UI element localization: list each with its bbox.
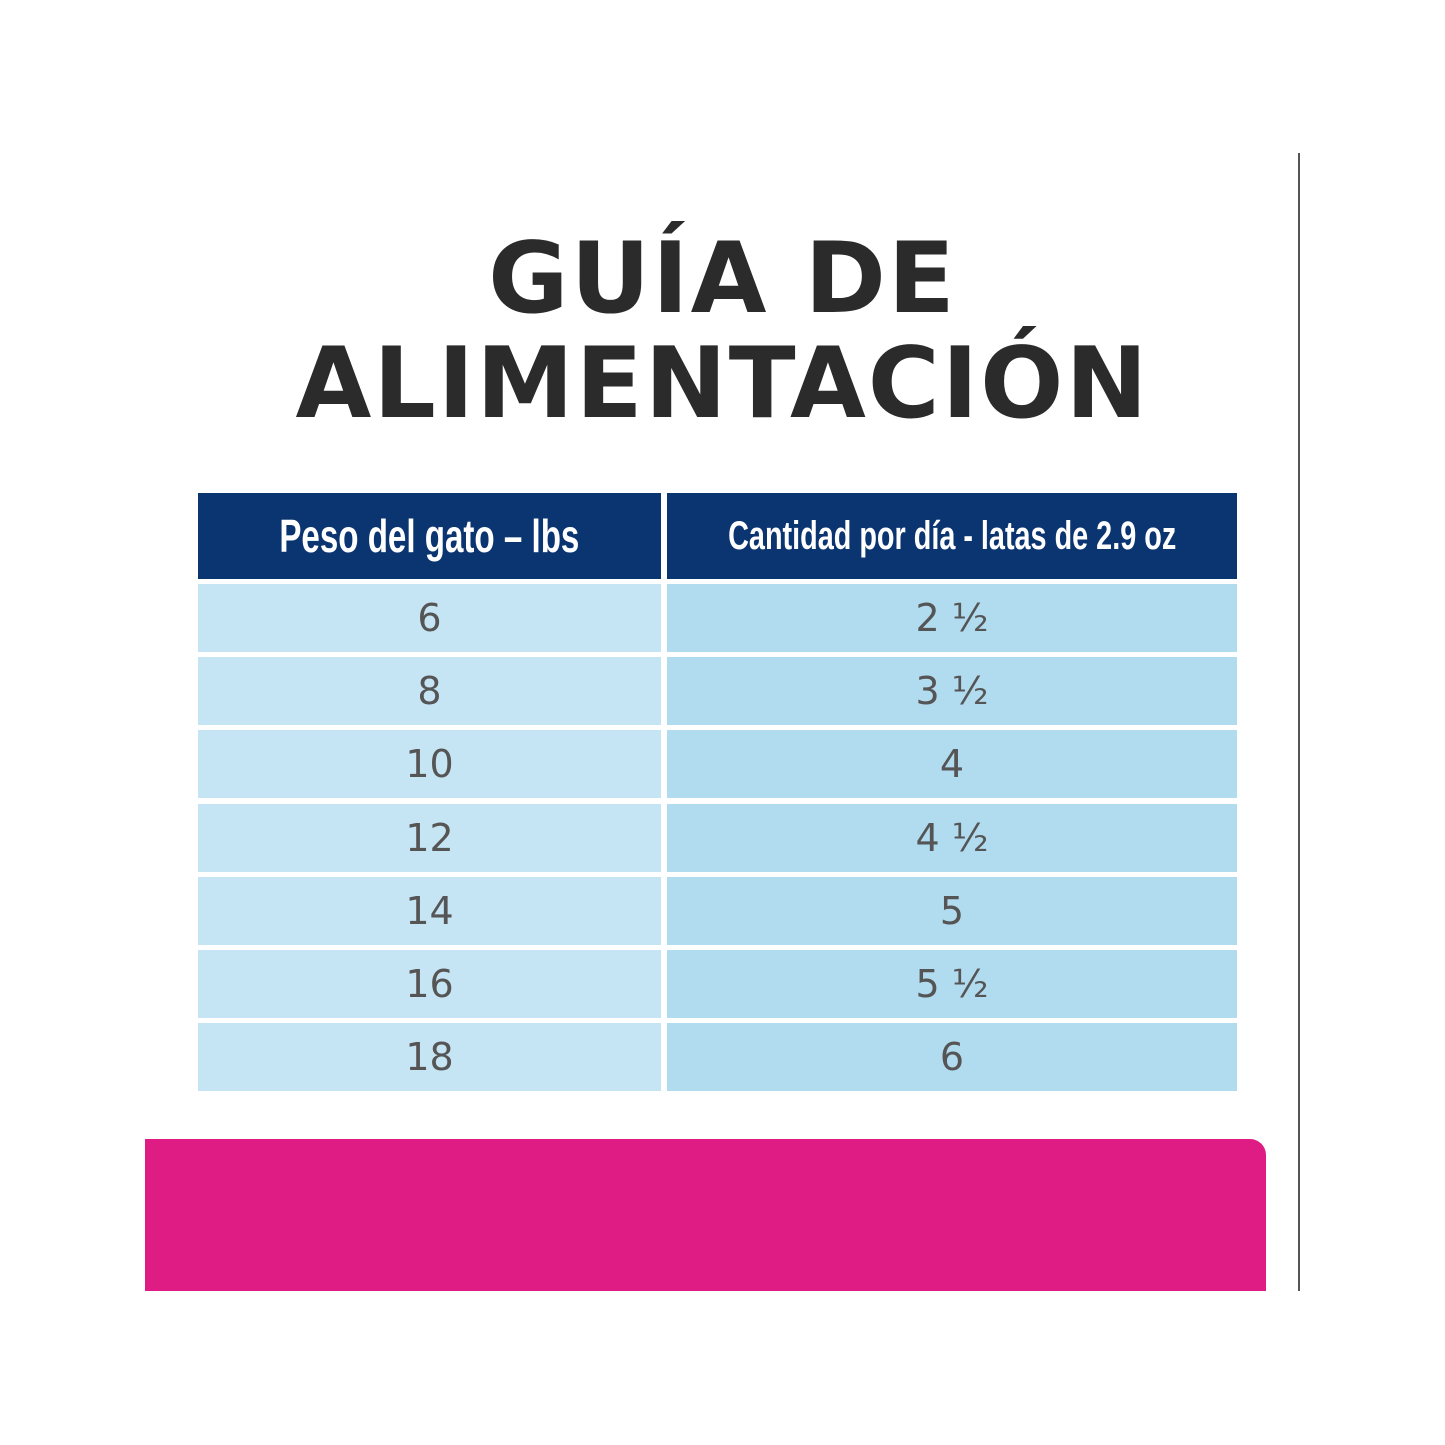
table-cell: 18: [198, 1023, 661, 1092]
header-cell: Peso del gato – lbs: [198, 493, 661, 579]
table-cell: 4: [667, 730, 1237, 799]
pink-panel: [145, 1139, 1266, 1291]
header-cell: Cantidad por día - latas de 2.9 oz: [667, 493, 1237, 579]
header-text: Cantidad por día - latas de 2.9 oz: [727, 513, 1177, 558]
header-text: Peso del gato – lbs: [279, 510, 580, 562]
table-cell: 8: [198, 657, 661, 726]
table-cell: 3 ½: [667, 657, 1237, 726]
table-cell: 5: [667, 876, 1237, 945]
table-cell: 16: [198, 950, 661, 1018]
title-line: GUÍA DE: [488, 222, 957, 336]
table-cell: 10: [198, 730, 661, 799]
table-cell: 6: [198, 584, 661, 652]
table-cell: 5 ½: [667, 950, 1237, 1018]
title-line: ALIMENTACIÓN: [295, 327, 1150, 441]
table-cell: 2 ½: [667, 584, 1237, 652]
table-cell: 4 ½: [667, 803, 1237, 872]
table-cell: 12: [198, 803, 661, 872]
table-cell: 6: [667, 1023, 1237, 1092]
divider-line: [1298, 153, 1300, 1291]
table-cell: 14: [198, 876, 661, 945]
